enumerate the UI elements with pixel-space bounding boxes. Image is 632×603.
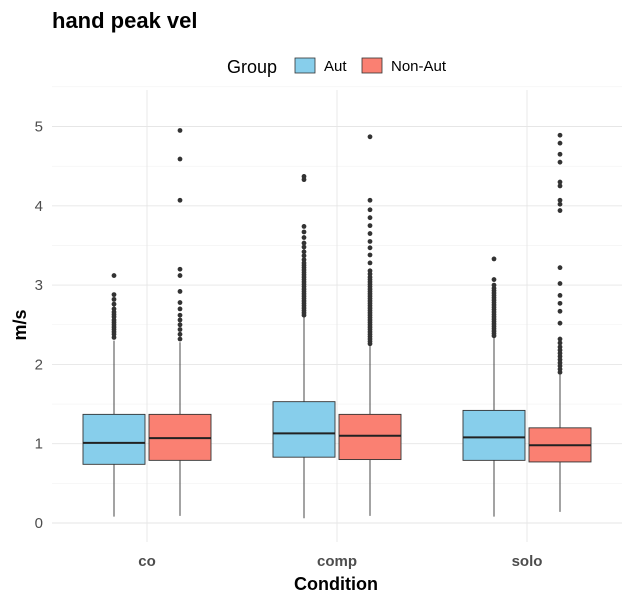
outlier-point (557, 140, 563, 146)
x-tick-label: co (138, 553, 156, 570)
outlier-point (367, 134, 373, 140)
outlier-point (367, 207, 373, 213)
outlier-point (301, 244, 307, 250)
outlier-point (367, 260, 373, 266)
outlier-point (177, 273, 183, 278)
outlier-point (177, 317, 183, 323)
legend-key-non-aut (361, 57, 383, 74)
chart-title: hand peak vel (52, 8, 198, 33)
outlier-point (111, 301, 117, 307)
outlier-point (557, 281, 563, 286)
outlier-point (557, 320, 563, 326)
outlier-point (301, 235, 307, 240)
outlier-point (557, 308, 563, 314)
y-axis-ticks: 0 1 2 3 4 5 (35, 119, 43, 533)
outlier-point (111, 296, 117, 302)
outlier-point (557, 344, 563, 350)
y-axis-title: m/s (10, 309, 30, 340)
outlier-point (367, 268, 373, 274)
outlier-point (367, 239, 373, 244)
outlier-point (177, 156, 183, 162)
y-tick-label: 0 (35, 515, 43, 532)
outlier-point (301, 229, 307, 235)
x-axis-title: Condition (294, 574, 378, 594)
outlier-point (367, 231, 373, 236)
boxplot-aut-comp (272, 174, 336, 519)
x-axis-ticks: co comp solo (138, 553, 542, 570)
outlier-point (557, 265, 563, 271)
outlier-point (177, 312, 183, 318)
outlier-point (301, 224, 307, 229)
outlier-point (111, 292, 117, 298)
outlier-point (557, 132, 563, 138)
outlier-point (177, 327, 183, 332)
gridlines (52, 86, 622, 542)
outlier-point (367, 252, 373, 258)
outlier-point (301, 240, 307, 246)
outlier-point (177, 289, 183, 294)
outlier-point (557, 151, 563, 157)
legend-key-aut (294, 57, 316, 74)
outlier-point (557, 159, 563, 165)
y-tick-label: 5 (35, 119, 43, 136)
outlier-point (491, 256, 497, 262)
outlier-point (301, 253, 307, 259)
boxplot-non-aut-solo (528, 132, 592, 512)
outlier-point (557, 340, 563, 346)
outlier-point (301, 249, 307, 255)
y-tick-label: 4 (35, 198, 43, 215)
y-tick-label: 3 (35, 277, 43, 294)
box (338, 413, 402, 461)
outlier-point (557, 183, 563, 189)
outlier-point (557, 336, 563, 342)
outlier-point (557, 208, 563, 213)
outlier-point (557, 201, 563, 207)
box (82, 413, 146, 465)
y-tick-label: 1 (35, 436, 43, 453)
outlier-point (177, 306, 183, 312)
outlier-point (557, 197, 563, 203)
outlier-point (557, 179, 563, 185)
outlier-point (301, 257, 307, 263)
outlier-point (111, 306, 117, 312)
outlier-point (557, 300, 563, 306)
outlier-point (111, 273, 117, 278)
outlier-point (491, 282, 497, 288)
outlier-point (367, 245, 373, 251)
outlier-point (367, 197, 373, 203)
outlier-point (367, 223, 373, 229)
box (462, 409, 526, 461)
outlier-point (557, 293, 563, 298)
legend: Group Aut Non-Aut (227, 57, 447, 77)
outlier-point (177, 197, 183, 203)
outlier-point (177, 336, 183, 342)
outlier-point (177, 322, 183, 328)
y-tick-label: 2 (35, 356, 43, 373)
boxplots (82, 128, 592, 519)
outlier-point (491, 277, 497, 282)
outlier-point (367, 215, 373, 221)
box (272, 401, 336, 458)
x-tick-label: comp (317, 553, 357, 570)
legend-title: Group (227, 57, 277, 77)
outlier-point (177, 266, 183, 272)
outlier-point (177, 128, 183, 133)
boxplot-aut-solo (462, 256, 526, 517)
legend-label-non-aut: Non-Aut (391, 58, 447, 75)
outlier-point (177, 331, 183, 337)
x-tick-label: solo (512, 553, 543, 570)
boxplot-non-aut-co (148, 128, 212, 516)
outlier-point (301, 174, 307, 179)
boxplot-non-aut-comp (338, 134, 402, 516)
boxplot-aut-co (82, 273, 146, 517)
legend-label-aut: Aut (324, 58, 347, 75)
outlier-point (177, 300, 183, 305)
